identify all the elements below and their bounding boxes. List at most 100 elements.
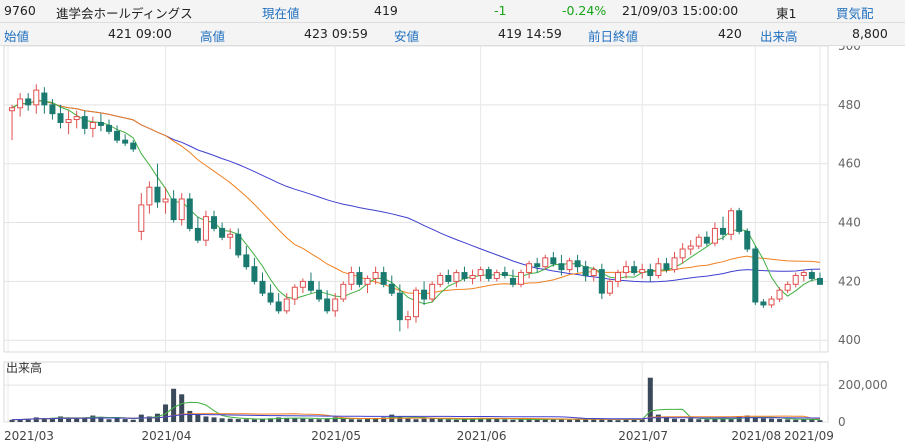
price-frame (3, 46, 829, 353)
candle (396, 284, 403, 332)
volume-bar (623, 419, 629, 422)
volume-bar (752, 417, 758, 422)
candle (49, 98, 56, 120)
candle (291, 284, 298, 305)
candle-body (477, 269, 484, 277)
volume-bars (9, 377, 823, 422)
candle-body (49, 104, 56, 115)
candle-body (647, 269, 654, 277)
candle-body (776, 289, 783, 300)
candle (518, 269, 525, 288)
candle-body (186, 198, 193, 229)
volume-bar (227, 418, 233, 422)
quote-header-row-2: 始値 421 09:00 高値 423 09:59 安値 419 14:59 前… (0, 23, 905, 46)
moving-averages (11, 99, 821, 305)
candle (114, 125, 121, 144)
date-tick-label: 2021/03 (4, 429, 54, 443)
price-grid (3, 46, 829, 353)
candle (122, 134, 129, 147)
candle-body (728, 210, 735, 235)
volume-bar (356, 419, 362, 422)
volume-averages (11, 401, 821, 421)
candle (81, 110, 88, 135)
volume-bar (688, 418, 694, 422)
volume-label: 出来高 (760, 29, 798, 44)
volume-bar (534, 419, 540, 422)
candle (178, 193, 185, 226)
volume-bar (106, 419, 112, 422)
candle-body (9, 107, 16, 112)
volume-bar (49, 417, 55, 422)
candle (97, 113, 104, 132)
price-tick-label: 420 (838, 274, 861, 288)
volume-bar (243, 419, 249, 422)
candle (316, 281, 323, 302)
candle-body (784, 283, 791, 291)
volume-bar (292, 418, 298, 422)
volume-bar (122, 419, 128, 422)
volume-bar (785, 419, 791, 422)
candle (412, 287, 420, 323)
volume-bar (251, 419, 257, 422)
volume-bar (114, 418, 120, 422)
volume-bar (405, 418, 411, 422)
candle (792, 272, 799, 288)
volume-bar (146, 416, 152, 422)
trade-status-label: 買気配 (836, 6, 874, 21)
candle (73, 110, 80, 129)
candle-body (404, 316, 411, 321)
candle-body (227, 233, 234, 238)
candle (251, 257, 258, 285)
current-price-label: 現在値 (262, 6, 300, 21)
candle (9, 104, 16, 141)
volume-bar (502, 419, 508, 422)
candle-body (469, 275, 476, 279)
candle (429, 281, 436, 302)
volume-bar (777, 419, 783, 422)
candle (542, 254, 549, 270)
volume-bar (655, 414, 661, 422)
volume-bar (413, 419, 419, 422)
candle-body (17, 98, 24, 109)
candle-body (25, 98, 32, 106)
candle-body (800, 272, 807, 277)
ma-long-line (11, 99, 821, 283)
candle (388, 275, 395, 297)
candle (194, 216, 201, 244)
candle-body (57, 113, 64, 124)
candle (647, 263, 654, 282)
volume-bar (736, 416, 742, 422)
candle (219, 222, 226, 241)
candle-body (582, 266, 589, 277)
volume-bar (591, 418, 597, 422)
price-tick-label: 480 (838, 98, 861, 112)
ma-short-line (11, 99, 821, 305)
volume-bar (526, 419, 532, 422)
candle (728, 207, 735, 241)
volume-bar (17, 419, 23, 422)
volume-bar (365, 418, 371, 422)
candle-body (679, 248, 686, 259)
candle-body (534, 263, 541, 268)
volume-bar (340, 418, 346, 422)
volume-bar (308, 419, 314, 422)
low-value: 419 14:59 (498, 26, 562, 41)
candle (687, 240, 694, 255)
volume-bar (171, 388, 177, 422)
candle (170, 190, 177, 223)
candle (566, 257, 573, 273)
candle-body (316, 289, 323, 300)
volume-bar (542, 419, 548, 422)
candle-body (412, 289, 420, 318)
candle-body (380, 272, 387, 285)
candle (736, 207, 743, 235)
volume-bar (575, 419, 581, 422)
candle-body (768, 298, 775, 306)
candle (299, 278, 306, 294)
quote-header-row-1: 9760 進学会ホールディングス 現在値 419 -1 -0.24% 21/09… (0, 0, 905, 23)
candle-body (89, 122, 96, 129)
candle (711, 222, 718, 247)
candle-body (33, 89, 40, 106)
volume-bar (550, 418, 556, 422)
date-tick-label: 2021/04 (142, 429, 192, 443)
